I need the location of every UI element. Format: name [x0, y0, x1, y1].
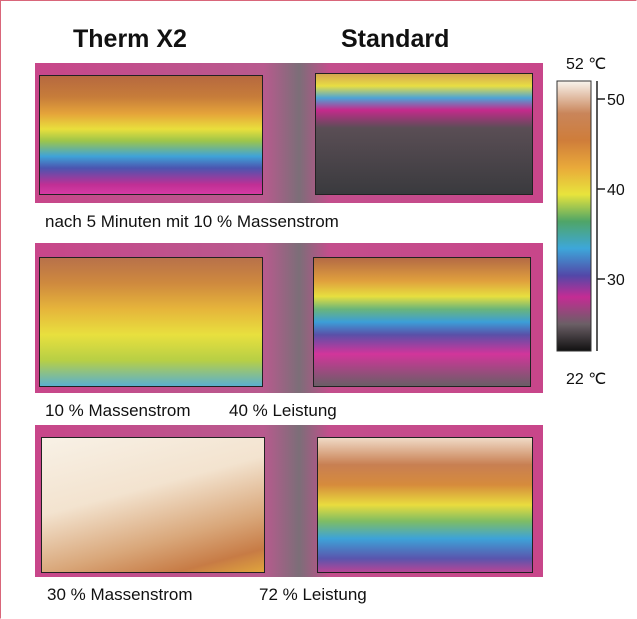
thermal-image: [313, 257, 531, 387]
caption: 40 % Leistung: [229, 401, 337, 421]
tick-label: 50: [607, 92, 625, 109]
thermal-row: [35, 425, 543, 577]
thermal-row: [35, 63, 543, 203]
thermal-image: [317, 437, 533, 573]
caption: 72 % Leistung: [259, 585, 367, 605]
page: Therm X2 Standard nach 5 Minuten mit 10 …: [0, 0, 637, 619]
tick-label: 30: [607, 272, 625, 289]
right-title: Standard: [341, 25, 449, 54]
thermal-image: [39, 257, 263, 387]
colorbar: 50 40 30: [553, 71, 633, 371]
caption: 30 % Massenstrom: [47, 585, 193, 605]
caption: nach 5 Minuten mit 10 % Massenstrom: [45, 212, 339, 232]
thermal-row: [35, 243, 543, 393]
thermal-image: [315, 73, 533, 195]
left-title: Therm X2: [73, 25, 187, 54]
thermal-image: [41, 437, 265, 573]
scale-min-label: 22 ℃: [566, 369, 606, 389]
thermal-image: [39, 75, 263, 195]
colorbar-gradient: [557, 81, 591, 351]
caption: 10 % Massenstrom: [45, 401, 191, 421]
tick-label: 40: [607, 182, 625, 199]
